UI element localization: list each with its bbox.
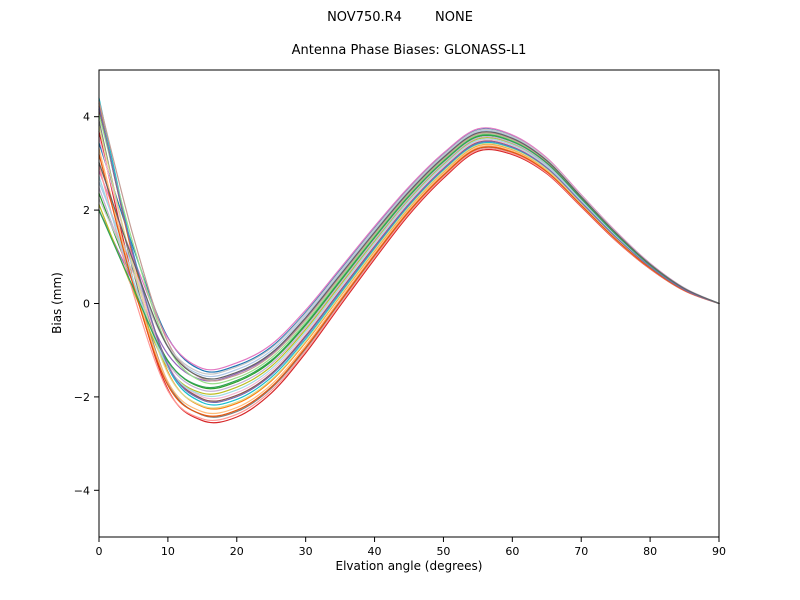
x-tick-label: 0 xyxy=(96,545,103,558)
series-line-s22 xyxy=(98,134,720,389)
series-line-s09 xyxy=(98,137,720,395)
series-line-s24 xyxy=(98,131,720,380)
series-line-s11 xyxy=(98,129,720,378)
x-tick-label: 90 xyxy=(712,545,726,558)
series-line-s04 xyxy=(98,131,720,424)
x-tick-label: 60 xyxy=(505,545,519,558)
series-line-s20 xyxy=(98,138,720,398)
x-tick-label: 10 xyxy=(161,545,175,558)
series-line-s23 xyxy=(98,105,720,403)
y-tick-label: −4 xyxy=(74,484,90,497)
series-line-s05 xyxy=(98,131,720,382)
y-tick-label: 0 xyxy=(83,298,90,311)
axes-box xyxy=(98,69,720,538)
series-line-s15 xyxy=(98,135,720,392)
series-line-s18 xyxy=(98,128,720,375)
x-tick-label: 30 xyxy=(299,545,313,558)
figure-suptitle: NOV750.R4 NONE xyxy=(327,10,473,25)
x-tick-label: 20 xyxy=(230,545,244,558)
x-tick-label: 40 xyxy=(368,545,382,558)
series-line-s17 xyxy=(98,136,720,400)
series-line-s03 xyxy=(98,134,720,390)
y-axis-label: Bias (mm) xyxy=(50,272,64,334)
series-line-s10 xyxy=(98,97,720,406)
x-axis-label: Elvation angle (degrees) xyxy=(335,559,483,573)
y-tick-label: 2 xyxy=(83,204,90,217)
x-tick-label: 70 xyxy=(574,545,588,558)
series-line-s19 xyxy=(98,125,720,409)
series-line-s01 xyxy=(98,128,720,373)
x-tick-label: 80 xyxy=(643,545,657,558)
y-tick-label: 4 xyxy=(83,111,90,124)
x-tick-label: 50 xyxy=(436,545,450,558)
y-tick-label: −2 xyxy=(74,391,90,404)
series-line-s06 xyxy=(98,108,720,402)
chart-title: Antenna Phase Biases: GLONASS-L1 xyxy=(291,43,527,58)
series-line-s21 xyxy=(98,146,720,417)
